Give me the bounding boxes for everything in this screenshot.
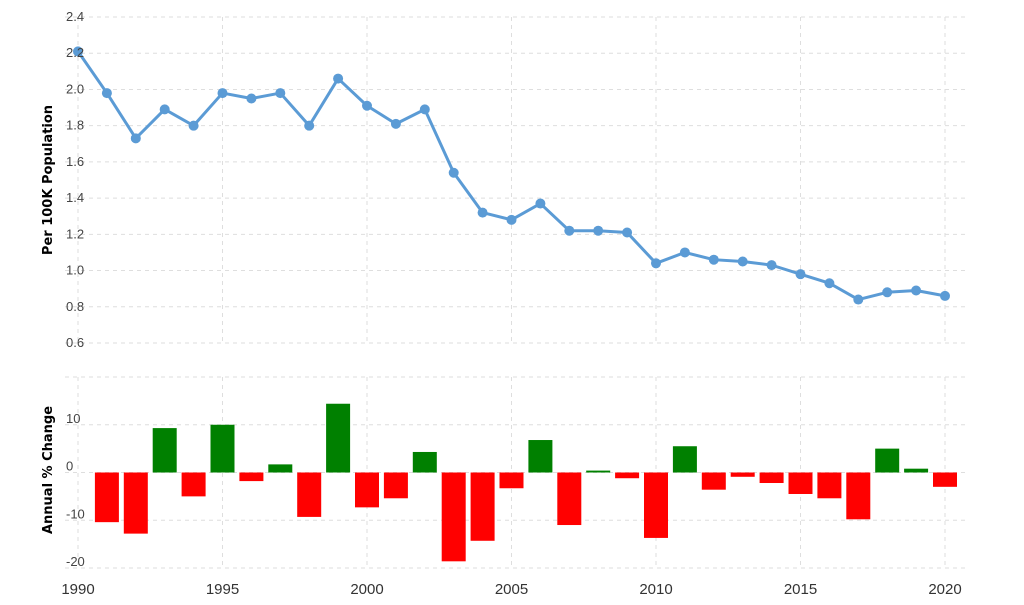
bar <box>586 470 611 473</box>
bar <box>528 440 553 473</box>
y-tick-label: 0 <box>66 459 73 474</box>
y-tick-labels: 0.6 0.8 1.0 1.2 1.4 1.6 1.8 2.0 2.2 2.4 -20 -10 0 10 <box>66 9 85 569</box>
y-tick-label: 0.8 <box>66 299 84 314</box>
bar <box>181 472 206 497</box>
bar <box>268 464 293 473</box>
data-point <box>362 100 372 111</box>
bar <box>730 472 755 477</box>
data-point <box>188 120 199 131</box>
y-tick-label: -20 <box>66 554 85 569</box>
bar <box>672 446 697 473</box>
y-tick-label: 1.0 <box>66 263 84 278</box>
y-tick-label: 1.6 <box>66 154 84 169</box>
bar <box>441 472 466 562</box>
bar <box>412 451 437 473</box>
data-point <box>130 133 141 144</box>
data-point <box>390 118 401 129</box>
bar <box>152 428 177 473</box>
bar <box>470 472 495 541</box>
y-tick-label: 10 <box>66 411 80 426</box>
bar <box>644 472 668 538</box>
x-tick-label: 2005 <box>495 581 528 598</box>
data-point <box>882 287 893 298</box>
bar <box>759 472 784 484</box>
data-point <box>506 214 517 225</box>
x-tick-label: 2015 <box>784 581 817 598</box>
bar <box>817 472 842 499</box>
y-tick-label: 2.4 <box>66 9 84 24</box>
data-point <box>622 227 633 238</box>
bar <box>557 472 582 526</box>
bar <box>355 472 379 508</box>
x-tick-label: 1995 <box>206 581 239 598</box>
data-point <box>159 104 170 115</box>
x-tick-label: 1990 <box>61 581 94 598</box>
bar <box>788 472 813 494</box>
line-series <box>76 50 946 302</box>
bar <box>615 472 640 479</box>
data-point <box>593 225 604 236</box>
data-point <box>304 120 315 131</box>
bar <box>326 403 351 473</box>
bar <box>701 472 726 490</box>
bar <box>499 472 524 489</box>
bar-series <box>94 403 957 562</box>
data-point <box>651 258 661 269</box>
bottom-y-axis-title: Annual % Change <box>41 406 56 534</box>
x-tick-label: 2020 <box>928 581 961 598</box>
y-tick-label: 1.2 <box>66 226 84 241</box>
data-point <box>795 269 806 280</box>
y-tick-label: 1.4 <box>66 190 84 205</box>
bar <box>210 424 235 473</box>
y-tick-label: 2.2 <box>66 45 84 60</box>
y-tick-label: -10 <box>66 506 85 521</box>
y-tick-label: 0.6 <box>66 335 84 350</box>
data-point <box>824 278 835 289</box>
data-point <box>246 93 257 104</box>
data-point <box>679 247 690 258</box>
data-point <box>911 285 922 296</box>
grid <box>65 16 968 569</box>
x-tick-labels: 1990 1995 2000 2005 2010 2015 2020 <box>61 581 961 598</box>
y-tick-label: 1.8 <box>66 118 84 133</box>
data-point <box>419 104 430 115</box>
bar <box>875 448 900 473</box>
data-point <box>101 88 112 99</box>
bar <box>94 472 119 523</box>
bar <box>123 472 148 534</box>
bar <box>904 468 929 473</box>
bar <box>239 472 264 482</box>
data-point <box>535 198 546 209</box>
top-y-axis-title: Per 100K Population <box>41 105 56 255</box>
x-tick-label: 2000 <box>350 581 383 598</box>
data-point <box>737 256 748 267</box>
data-point <box>217 88 228 99</box>
line-path <box>76 50 946 302</box>
data-point <box>477 207 488 218</box>
bar <box>383 472 408 499</box>
data-point <box>73 46 83 57</box>
bar <box>846 472 871 520</box>
data-point <box>853 294 864 305</box>
y-tick-label: 2.0 <box>66 81 84 96</box>
bar <box>297 472 322 517</box>
data-point <box>766 260 777 271</box>
data-point <box>708 254 719 265</box>
data-point <box>333 73 344 84</box>
x-tick-label: 2010 <box>639 581 672 598</box>
data-point <box>564 225 575 236</box>
bar <box>933 472 957 487</box>
data-point <box>275 88 286 99</box>
data-point <box>448 167 459 178</box>
data-point <box>940 290 950 301</box>
line-points <box>73 46 950 305</box>
